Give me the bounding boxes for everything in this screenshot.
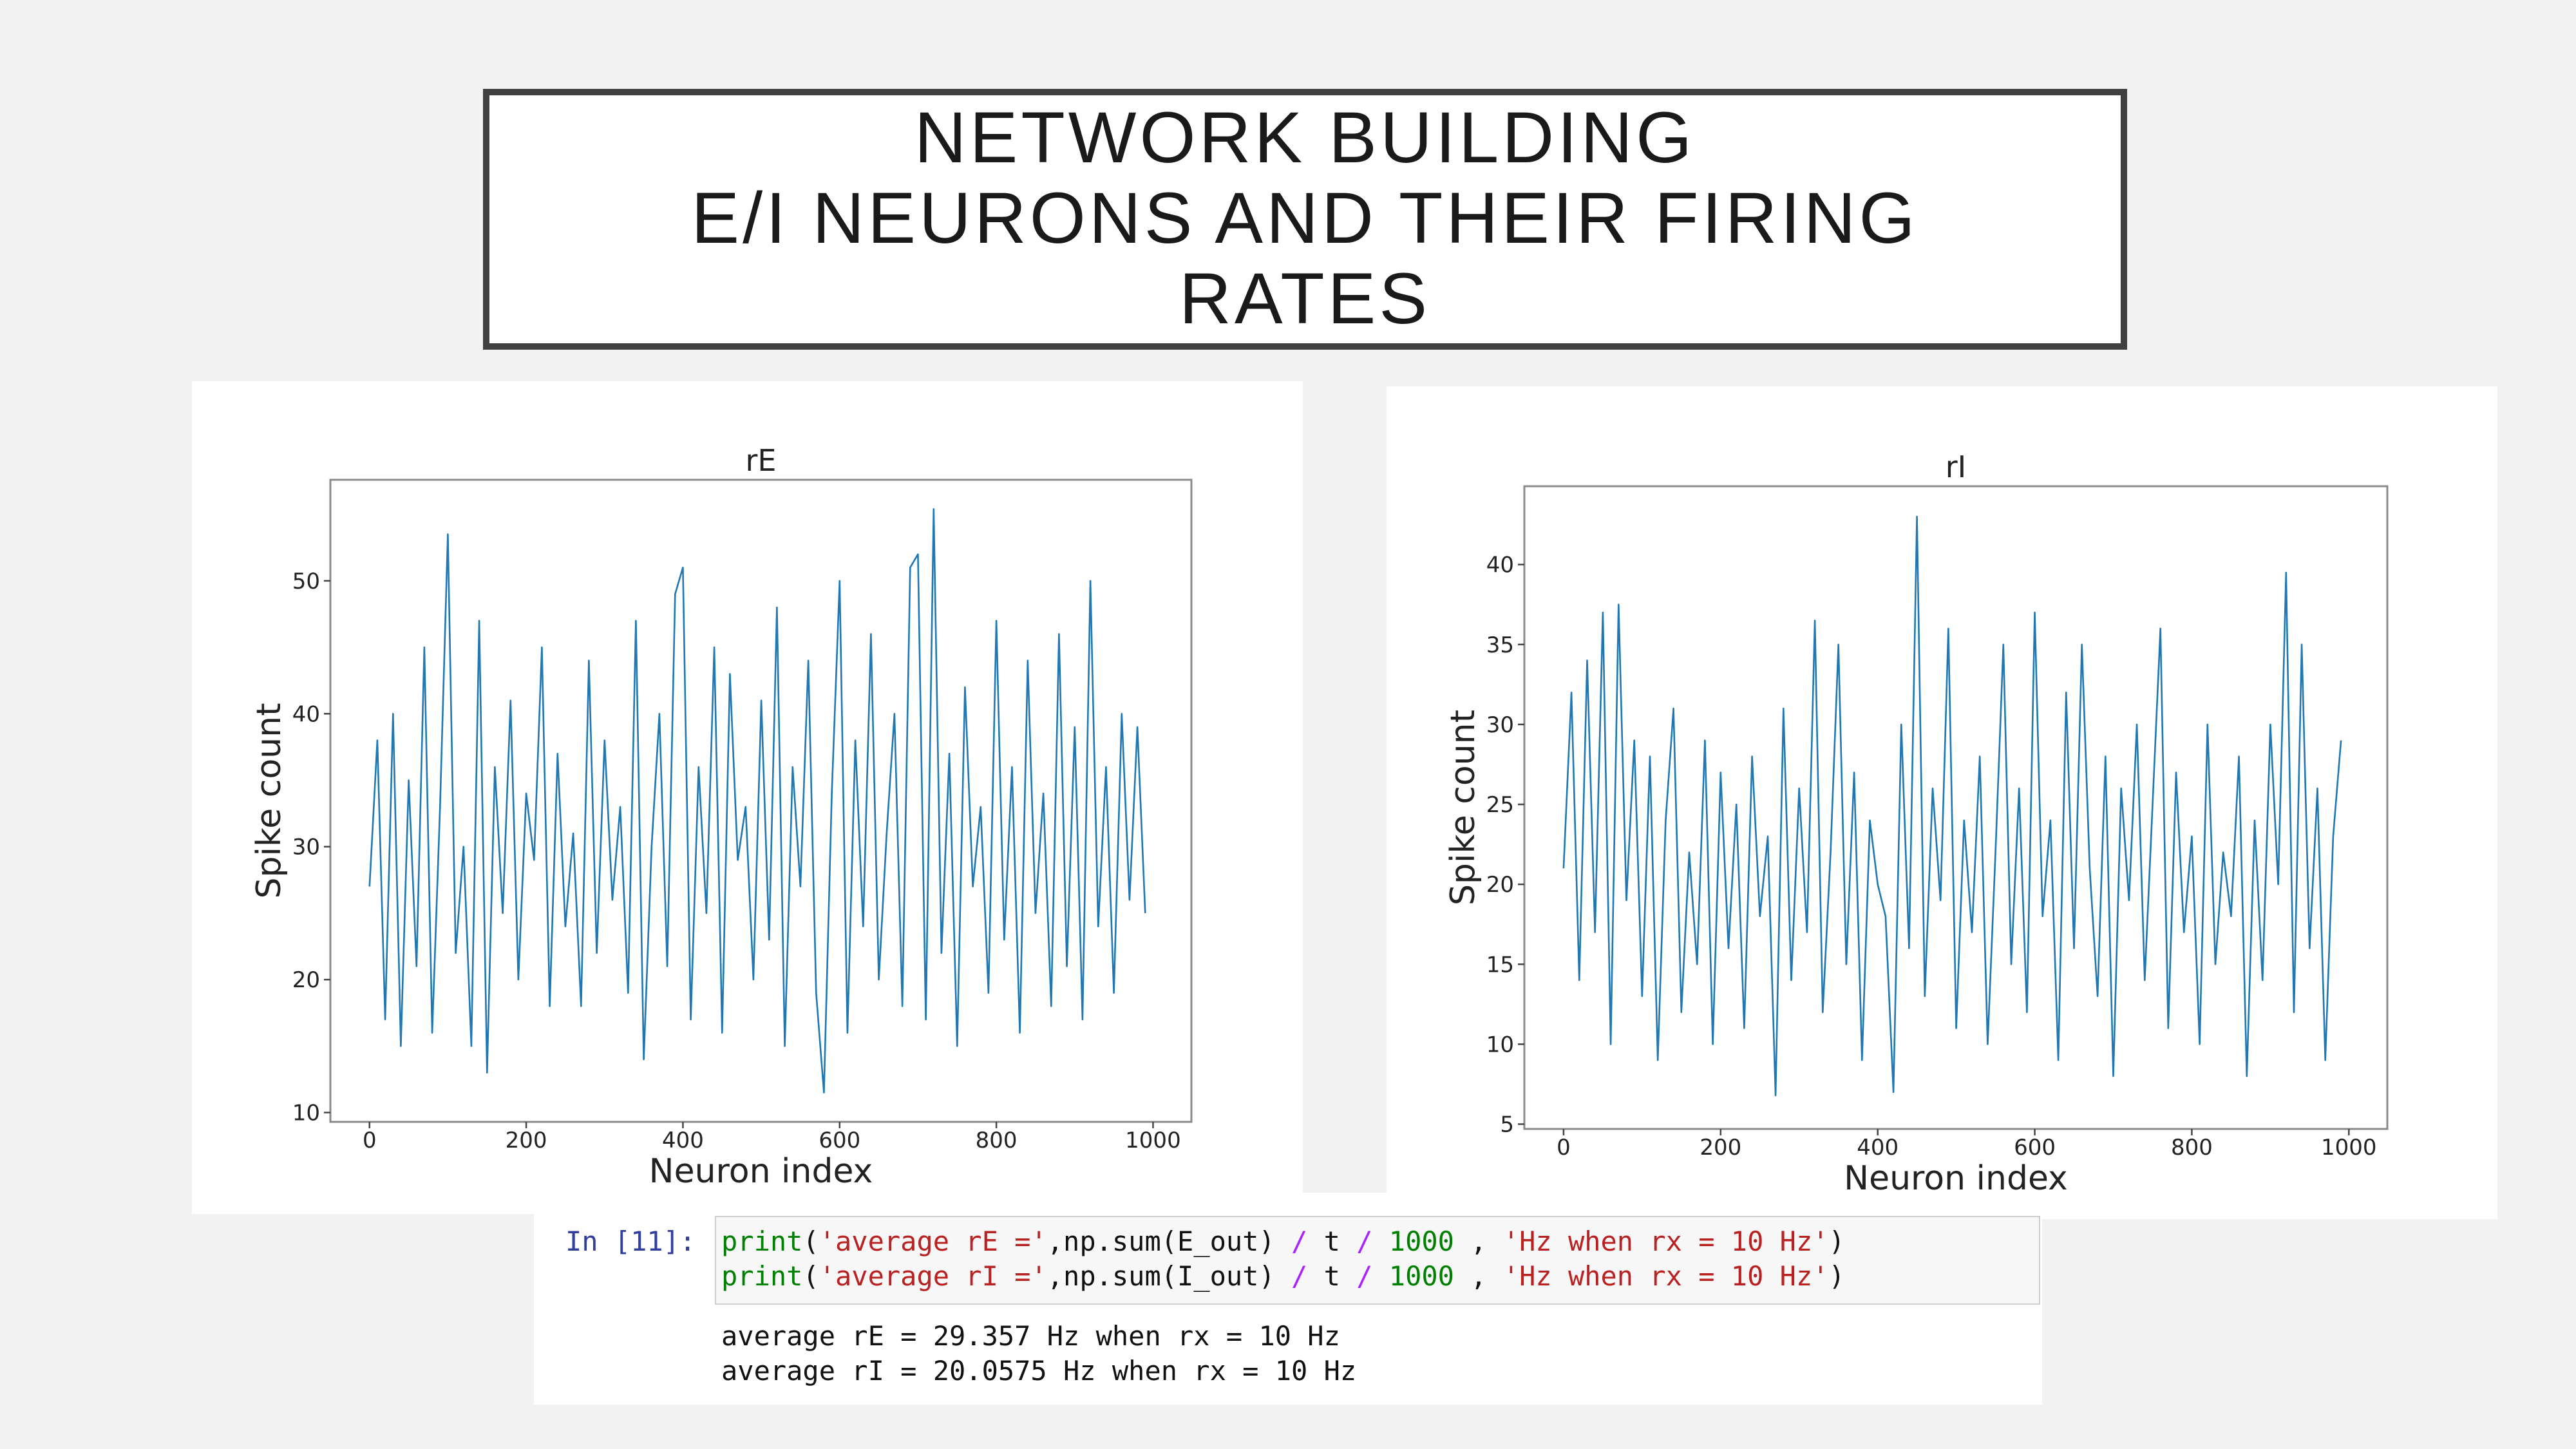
y-tick-label: 15 (1486, 952, 1514, 978)
code-token: / (1291, 1226, 1308, 1257)
axes-frame (1523, 485, 2389, 1130)
code-line: print('average rE =',np.sum(E_out) / t /… (721, 1224, 1845, 1259)
x-tick-label: 1000 (1125, 1128, 1181, 1153)
chart-panel (1387, 386, 2497, 1219)
y-tick-label: 50 (292, 569, 320, 594)
slide-title-line: E/I NEURONS AND THEIR FIRING (691, 178, 1918, 258)
x-tick-label: 200 (506, 1128, 547, 1153)
x-tick-label: 800 (976, 1128, 1018, 1153)
code-input-box (715, 1216, 2040, 1305)
code-token: t (1307, 1260, 1357, 1292)
code-token: ( (802, 1226, 819, 1257)
code-token: , (1454, 1260, 1503, 1292)
x-axis-label: Neuron index (649, 1152, 873, 1191)
code-token: / (1356, 1226, 1373, 1257)
x-tick-label: 600 (819, 1128, 860, 1153)
code-token: 1000 (1372, 1260, 1454, 1292)
y-tick-label: 30 (292, 835, 320, 860)
chart-panel (192, 381, 1303, 1214)
x-tick-label: 600 (2014, 1135, 2056, 1160)
code-token: 'average rE =' (819, 1226, 1047, 1257)
y-tick-label: 35 (1486, 632, 1514, 658)
code-token: ( (802, 1260, 819, 1292)
y-tick-label: 5 (1500, 1112, 1514, 1138)
output-line: average rE = 29.357 Hz when rx = 10 Hz (721, 1320, 1340, 1352)
code-token: 1000 (1372, 1226, 1454, 1257)
x-tick-label: 200 (1700, 1135, 1741, 1160)
chart-title: rE (746, 443, 777, 478)
code-token: ) (1828, 1260, 1845, 1292)
y-axis-label: Spike count (1444, 710, 1482, 905)
code-token: / (1291, 1260, 1308, 1292)
code-token: print (721, 1260, 803, 1292)
data-line (368, 508, 1146, 1094)
code-token: ,np.sum(I_out) (1046, 1260, 1292, 1292)
code-token: / (1356, 1260, 1373, 1292)
data-line (1562, 515, 2342, 1097)
code-token: ) (1828, 1226, 1845, 1257)
code-token: t (1307, 1226, 1357, 1257)
y-tick-label: 30 (1486, 712, 1514, 738)
x-tick-label: 400 (662, 1128, 704, 1153)
x-axis-label: Neuron index (1844, 1159, 2068, 1198)
title-box (483, 89, 2127, 350)
code-token: 'Hz when rx = 10 Hz' (1502, 1226, 1829, 1257)
slide-title-line: NETWORK BUILDING (914, 97, 1696, 178)
code-token: print (721, 1226, 803, 1257)
y-tick-label: 40 (1486, 553, 1514, 578)
slide-title-line: RATES (1179, 258, 1430, 339)
code-line: print('average rI =',np.sum(I_out) / t /… (721, 1259, 1845, 1294)
output-line: average rI = 20.0575 Hz when rx = 10 Hz (721, 1355, 1357, 1387)
y-tick-label: 40 (292, 701, 320, 727)
y-tick-label: 20 (292, 967, 320, 993)
code-token: 'average rI =' (819, 1260, 1047, 1292)
code-token: , (1454, 1226, 1503, 1257)
x-tick-label: 800 (2171, 1135, 2213, 1160)
x-tick-label: 1000 (2321, 1135, 2377, 1160)
chart-title: rI (1946, 450, 1966, 484)
code-output: average rE = 29.357 Hz when rx = 10 Hz av… (721, 1319, 1356, 1388)
code-token: 'Hz when rx = 10 Hz' (1502, 1260, 1829, 1292)
x-tick-label: 0 (1557, 1135, 1571, 1160)
y-tick-label: 10 (292, 1101, 320, 1126)
y-axis-label: Spike count (250, 703, 289, 899)
x-tick-label: 400 (1857, 1135, 1899, 1160)
axes-frame (329, 478, 1193, 1123)
y-tick-label: 20 (1486, 872, 1514, 898)
code-token: ,np.sum(E_out) (1046, 1226, 1292, 1257)
code-input: print('average rE =',np.sum(E_out) / t /… (721, 1224, 1845, 1294)
y-tick-label: 25 (1486, 792, 1514, 818)
x-tick-label: 0 (363, 1128, 377, 1153)
y-tick-label: 10 (1486, 1032, 1514, 1057)
code-prompt: In [11]: (565, 1226, 696, 1257)
